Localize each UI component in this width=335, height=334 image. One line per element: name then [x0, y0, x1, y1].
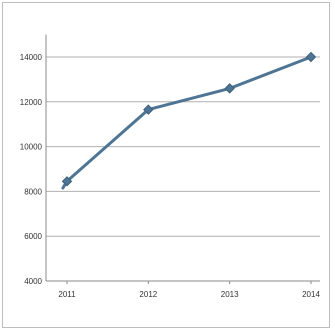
- y-tick-label-10000: 10000: [20, 143, 43, 152]
- x-tick-labels: 2011 2012 2013 2014: [58, 290, 320, 299]
- x-tick-label-2012: 2012: [139, 290, 157, 299]
- y-tick-label-6000: 6000: [24, 232, 42, 241]
- y-tick-label-14000: 14000: [20, 53, 43, 62]
- y-tick-label-12000: 12000: [20, 98, 43, 107]
- gridlines: [46, 56, 320, 237]
- data-point-2011: [61, 176, 73, 187]
- markers: [61, 51, 317, 187]
- data-point-2012: [143, 104, 154, 115]
- series: [61, 55, 313, 190]
- axes: [45, 34, 320, 284]
- data-point-2014: [305, 51, 317, 63]
- x-tick-label-2013: 2013: [221, 290, 239, 299]
- chart-frame: [2, 2, 330, 328]
- x-tick-label-2011: 2011: [58, 290, 76, 299]
- y-tick-labels: 4000 6000 8000 10000 12000 14000: [20, 53, 43, 286]
- y-tick-label-8000: 8000: [24, 187, 42, 196]
- data-point-2013: [224, 83, 235, 94]
- y-tick-label-4000: 4000: [24, 277, 42, 286]
- x-tick-label-2014: 2014: [302, 290, 320, 299]
- series-line-0: [61, 55, 313, 190]
